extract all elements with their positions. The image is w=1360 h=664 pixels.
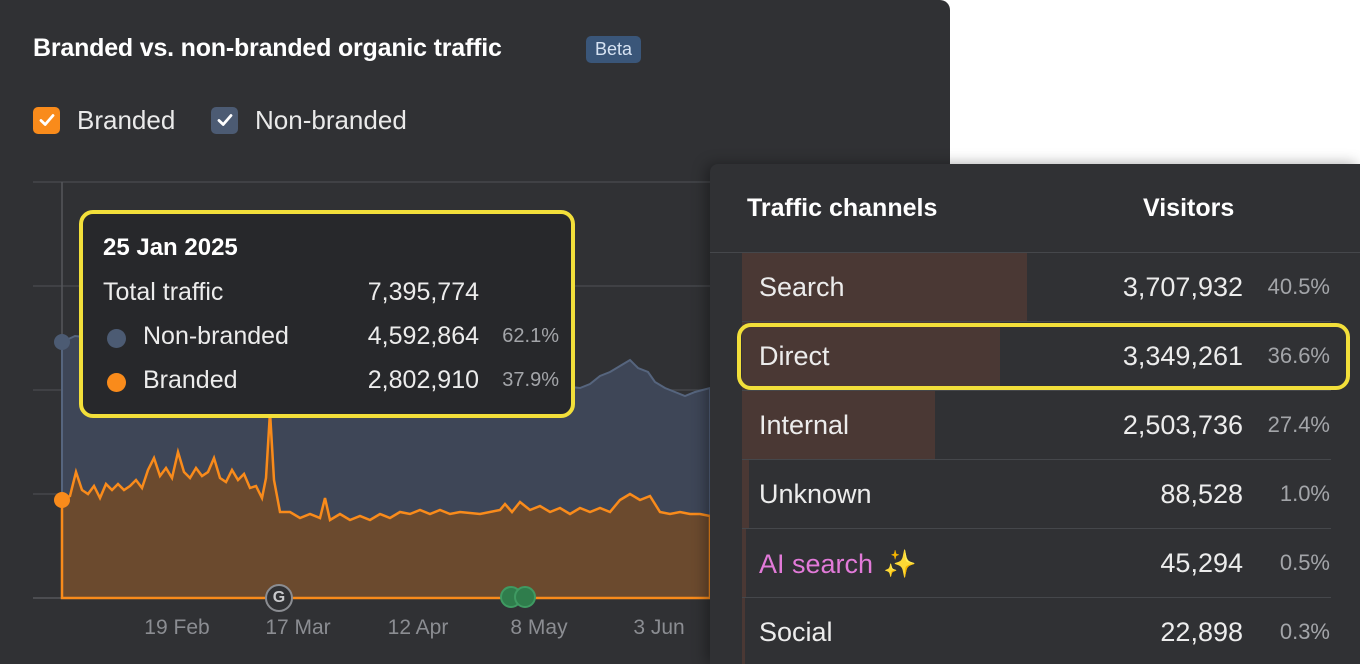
- channel-visitors: 2,503,736: [1122, 410, 1243, 440]
- checkmark-icon: [39, 114, 54, 126]
- x-tick-label: 19 Feb: [144, 616, 210, 639]
- channel-label: Internal: [759, 410, 850, 440]
- x-tick-label: 17 Mar: [265, 616, 331, 639]
- legend-non-branded-label: Non-branded: [255, 104, 407, 135]
- checkmark-icon: [217, 114, 232, 126]
- channel-label: Unknown: [759, 479, 872, 509]
- column-header-visitors[interactable]: Visitors: [1143, 194, 1235, 222]
- chart-tooltip: 25 Jan 2025 Total traffic 7,395,774 Non-…: [79, 210, 575, 418]
- tooltip-row-label: Branded: [143, 366, 238, 394]
- legend-branded-toggle[interactable]: Branded: [33, 104, 176, 135]
- channel-pct: 0.3%: [1279, 619, 1330, 644]
- x-tick-label: 12 Apr: [387, 616, 449, 639]
- tooltip-row-label: Non-branded: [143, 322, 289, 350]
- branded-area: [60, 411, 712, 600]
- table-row[interactable]: Direct 3,349,261 36.6%: [742, 322, 1331, 391]
- tooltip-non-branded-row: Non-branded 4,592,864 62.1%: [103, 322, 563, 352]
- share-bar: [742, 322, 1000, 390]
- row-accent: [742, 598, 745, 664]
- table-row[interactable]: Unknown 88,528 1.0%: [742, 460, 1331, 529]
- x-tick-label: 3 Jun: [633, 616, 685, 639]
- channel-label: Direct: [759, 341, 830, 371]
- branded-point: [54, 492, 70, 508]
- share-bar: [742, 253, 1027, 321]
- tooltip-date: 25 Jan 2025: [103, 234, 238, 261]
- row-accent: [742, 529, 745, 597]
- table-row[interactable]: Search 3,707,932 40.5%: [742, 253, 1331, 322]
- channel-visitors: 88,528: [1160, 479, 1243, 509]
- channel-pct: 1.0%: [1279, 481, 1330, 506]
- x-tick-label: 8 May: [510, 616, 568, 639]
- event-marker-icon[interactable]: [514, 586, 536, 608]
- column-header-channels[interactable]: Traffic channels: [747, 194, 938, 222]
- legend-non-branded-toggle[interactable]: Non-branded: [211, 104, 407, 135]
- tooltip-total-row: Total traffic 7,395,774: [103, 278, 563, 308]
- branded-checkbox[interactable]: [33, 106, 60, 134]
- channel-pct: 36.6%: [1267, 343, 1330, 368]
- channel-visitors: 45,294: [1160, 548, 1243, 578]
- channel-pct: 27.4%: [1267, 412, 1330, 437]
- tooltip-row-pct: 37.9%: [502, 369, 559, 391]
- channel-pct: 0.5%: [1279, 550, 1330, 575]
- beta-badge: Beta: [586, 36, 642, 63]
- channel-visitors: 22,898: [1160, 617, 1243, 647]
- table-row[interactable]: Internal 2,503,736 27.4%: [742, 391, 1331, 460]
- branded-dot-icon: [107, 373, 126, 392]
- traffic-channels-panel: Traffic channels Visitors Search 3,707,9…: [710, 164, 1360, 664]
- tooltip-row-value: 4,592,864: [367, 322, 479, 350]
- channel-label: AI search: [759, 549, 874, 579]
- channel-label-ai-search: AI search ✨: [759, 548, 917, 580]
- share-bar: [742, 391, 935, 459]
- non-branded-point: [54, 334, 70, 350]
- table-row[interactable]: Social 22,898 0.3%: [742, 598, 1331, 664]
- channel-label: Social: [759, 617, 833, 647]
- share-bar: [742, 460, 750, 528]
- tooltip-row-pct: 62.1%: [502, 325, 559, 347]
- legend-branded-label: Branded: [77, 104, 176, 135]
- channel-visitors: 3,707,932: [1122, 272, 1243, 302]
- channel-pct: 40.5%: [1267, 274, 1330, 299]
- table-row[interactable]: AI search ✨ 45,294 0.5%: [742, 529, 1331, 598]
- row-accent: [742, 460, 745, 528]
- non-branded-dot-icon: [107, 329, 126, 348]
- chart-title: Branded vs. non-branded organic traffic: [33, 34, 502, 62]
- channel-label: Search: [759, 272, 845, 302]
- tooltip-row-value: 2,802,910: [367, 366, 479, 394]
- google-update-marker-icon[interactable]: G: [265, 584, 293, 612]
- tooltip-total-label: Total traffic: [103, 278, 224, 306]
- header-divider: [710, 252, 1360, 253]
- sparkles-icon: ✨: [883, 549, 917, 579]
- non-branded-checkbox[interactable]: [211, 106, 238, 134]
- channel-visitors: 3,349,261: [1122, 341, 1243, 371]
- tooltip-branded-row: Branded 2,802,910 37.9%: [103, 366, 563, 396]
- tooltip-total-value: 7,395,774: [367, 278, 479, 306]
